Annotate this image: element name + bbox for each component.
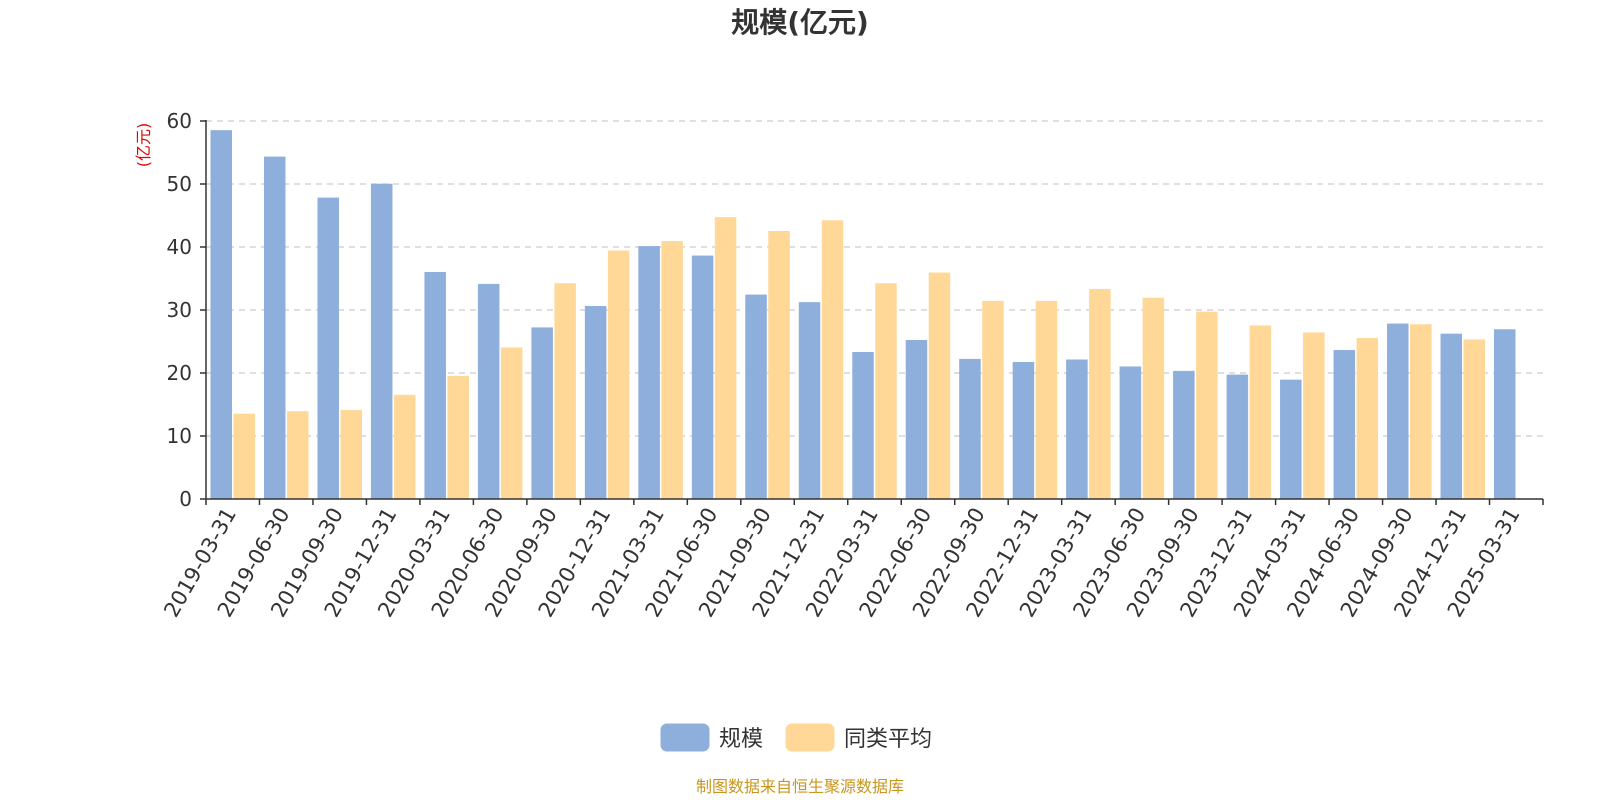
legend-item-peer-average[interactable]: 同类平均 (785, 723, 932, 752)
bar-scale (1387, 323, 1409, 500)
legend-swatch (785, 723, 835, 752)
bar-peer-average (821, 220, 844, 500)
data-source-note: 制图数据来自恒生聚源数据库 (696, 777, 904, 796)
bar-peer-average (607, 250, 630, 500)
legend-item-scale[interactable]: 规模 (660, 723, 763, 752)
bar-scale (1066, 359, 1088, 500)
bar-peer-average (714, 217, 737, 500)
bar-peer-average (1463, 339, 1486, 500)
bar-scale (1280, 379, 1302, 500)
chart-title: 规模(亿元) (731, 6, 869, 39)
legend-swatch (660, 723, 710, 752)
bar-scale (584, 305, 607, 500)
bar-scale (1226, 374, 1249, 500)
bar-peer-average (875, 283, 897, 500)
bar-scale (370, 183, 393, 500)
bar-peer-average (233, 413, 255, 500)
bar-peer-average (554, 283, 576, 500)
bar-scale (1494, 329, 1516, 500)
y-tick-label: 40 (167, 235, 192, 259)
bar-scale (210, 130, 232, 500)
bar-scale (531, 327, 553, 500)
legend-label: 规模 (719, 727, 763, 752)
bar-scale (1119, 366, 1142, 500)
bar-scale (424, 271, 446, 500)
bar-scale (1333, 350, 1356, 500)
bar-scale (959, 358, 981, 500)
bar-peer-average (928, 272, 951, 500)
bar-scale (477, 283, 500, 500)
bar-peer-average (500, 347, 523, 500)
bar-peer-average (1089, 288, 1111, 500)
y-tick-label: 30 (167, 298, 192, 322)
y-tick-label: 10 (167, 424, 192, 448)
bar-scale (798, 302, 821, 500)
bar-peer-average (1035, 300, 1058, 500)
bar-peer-average (393, 394, 416, 500)
legend: 规模 同类平均 (660, 723, 932, 752)
y-tick-label: 0 (179, 487, 192, 511)
bar-peer-average (340, 409, 362, 500)
bar-peer-average (286, 411, 309, 500)
bar-peer-average (1249, 325, 1272, 500)
bar-peer-average (1303, 332, 1325, 500)
bar-peer-average (768, 231, 790, 500)
bar-scale (691, 255, 714, 500)
y-tick-label: 60 (167, 109, 192, 133)
bar-peer-average (447, 375, 469, 500)
bar-scale (852, 351, 874, 500)
bar-peer-average (1196, 311, 1218, 500)
bar-peer-average (661, 241, 683, 500)
y-tick-label: 50 (167, 172, 192, 196)
bar-scale (638, 246, 660, 500)
bar-peer-average (1410, 324, 1432, 500)
bar-peer-average (1142, 297, 1165, 500)
bar-scale (1173, 370, 1195, 500)
bar-scale (263, 156, 286, 500)
bar-peer-average (982, 300, 1004, 500)
bar-scale (1012, 362, 1035, 500)
bar-scale (905, 339, 928, 500)
y-axis-unit: (亿元) (134, 123, 153, 168)
bar-scale (317, 197, 339, 500)
bar-scale (745, 294, 767, 500)
bars (210, 130, 1516, 500)
bar-peer-average (1356, 338, 1379, 500)
legend-label: 同类平均 (844, 727, 932, 752)
y-tick-label: 20 (167, 361, 192, 385)
bar-scale (1440, 333, 1463, 500)
